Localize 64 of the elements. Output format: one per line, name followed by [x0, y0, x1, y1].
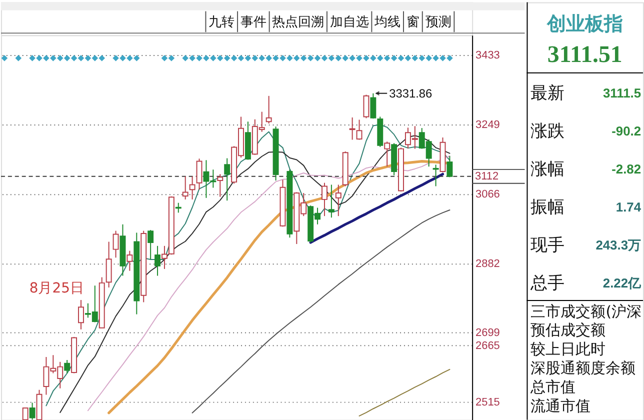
y-tick-label: 2515: [476, 396, 500, 408]
text: 3111.51: [547, 42, 622, 68]
candlestick: [335, 184, 342, 217]
candlestick: [224, 158, 230, 202]
candlestick: [349, 116, 356, 140]
line-series: [192, 210, 450, 414]
candlestick: [322, 182, 328, 217]
ref-line-label: 3112: [475, 170, 499, 182]
candlestick: [432, 164, 439, 187]
candlestick: [175, 202, 182, 214]
text: 2.22亿: [602, 276, 642, 291]
y-tick-label: 2665: [476, 340, 500, 352]
y-tick-label: 3433: [476, 50, 500, 62]
text: 流通市值: [530, 396, 591, 415]
text: 涨跌: [530, 120, 565, 141]
candlestick: [126, 250, 133, 272]
text: 热点回溯: [272, 15, 324, 30]
text: 窗: [406, 14, 420, 30]
candlestick: [189, 176, 196, 200]
text: 3111.5: [602, 86, 642, 101]
text: 加自选: [330, 15, 369, 30]
text: 最新: [530, 82, 565, 103]
text: 事件: [240, 15, 266, 30]
text: -90.2: [612, 124, 642, 139]
text: 三市成交额(沪深: [530, 302, 642, 320]
y-tick-label: 2882: [476, 258, 500, 270]
text: 总手: [530, 272, 565, 293]
y-tick-label: 2699: [476, 326, 500, 339]
annotation: 8月25日: [29, 280, 84, 296]
candlestick: [182, 176, 188, 200]
candlestick: [196, 158, 202, 190]
candlestick: [266, 95, 272, 124]
candlestick: [78, 299, 84, 330]
text: 预测: [425, 15, 452, 30]
candlestick: [64, 360, 70, 374]
text: 涨幅: [530, 158, 565, 179]
text: 均线: [374, 15, 401, 30]
candlestick: [363, 94, 370, 119]
y-tick-label: 3249: [476, 119, 500, 132]
text: 创业板指: [546, 13, 623, 36]
annotation: 3331.86: [389, 86, 432, 100]
candlestick: [217, 174, 224, 198]
text: 1.74: [616, 200, 642, 215]
candlestick: [112, 230, 119, 258]
candlestick: [106, 241, 112, 288]
candlestick: [446, 155, 453, 178]
candlestick: [154, 245, 161, 276]
text: 九转: [208, 15, 235, 30]
candlestick: [328, 184, 334, 218]
candlestick: [29, 402, 36, 420]
text: 深股通额度余额: [530, 358, 636, 377]
candlestick: [148, 230, 154, 260]
text: 现手: [530, 234, 565, 255]
text: 较上日此时: [530, 340, 606, 358]
y-tick-label: 3066: [476, 188, 500, 200]
text: -2.82: [612, 162, 642, 177]
line-series: [309, 172, 444, 244]
text: 预估成交额: [530, 321, 606, 340]
text: 振幅: [530, 196, 565, 217]
text: 总市值: [530, 378, 576, 396]
text: 243.3万: [596, 238, 642, 253]
line-series: [358, 368, 450, 416]
candlestick: [356, 119, 362, 140]
candlestick: [384, 141, 390, 168]
